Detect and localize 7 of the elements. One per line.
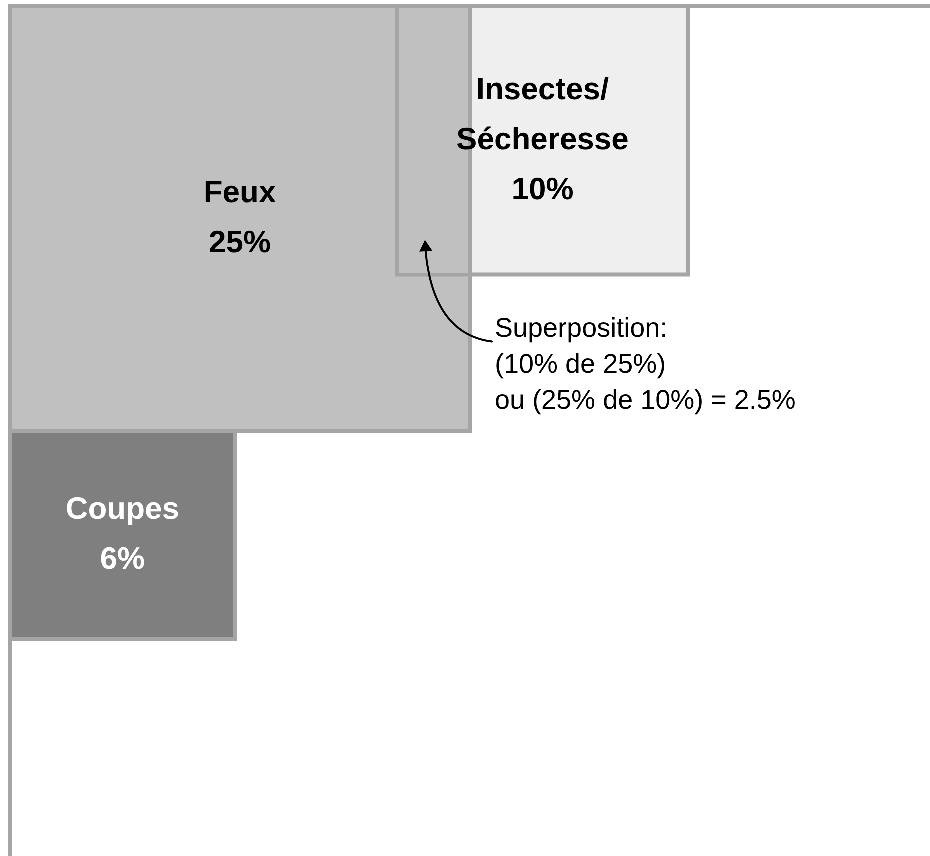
data-label: 25% bbox=[208, 224, 272, 260]
text: Superposition: (10% de 25%) ou (25% de 10%) = 2.5% bbox=[495, 312, 796, 415]
data-label: 6% bbox=[100, 541, 146, 576]
category-label: Insectes/ Sécheresse bbox=[456, 71, 629, 156]
data-label: 10% bbox=[512, 171, 574, 206]
category-label: Feux bbox=[204, 174, 277, 210]
category-label: Coupes bbox=[66, 491, 180, 526]
